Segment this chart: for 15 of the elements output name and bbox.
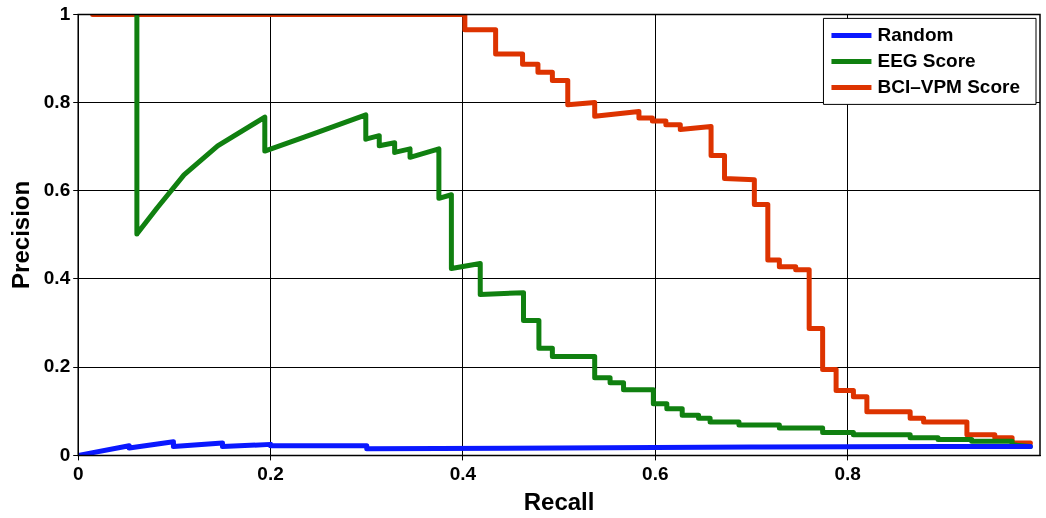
legend-label: BCI–VPM Score	[877, 75, 1020, 97]
x-axis-title: Recall	[523, 488, 595, 516]
x-tick-label: 0.2	[257, 463, 284, 485]
y-tick-label: 0.4	[43, 267, 71, 289]
x-tick-label: 0.6	[642, 463, 669, 485]
y-axis-title: Precision	[7, 180, 35, 289]
y-tick-label: 0.2	[43, 355, 71, 377]
y-tick-label: 1	[59, 2, 71, 24]
legend-label: EEG Score	[877, 49, 976, 71]
x-tick-label: 0.8	[834, 463, 861, 485]
y-tick-label: 0.6	[43, 179, 71, 201]
y-tick-label: 0.8	[43, 90, 71, 112]
legend-label: Random	[877, 23, 954, 45]
x-tick-label: 0.4	[449, 463, 477, 485]
y-tick-label: 0	[59, 443, 71, 465]
